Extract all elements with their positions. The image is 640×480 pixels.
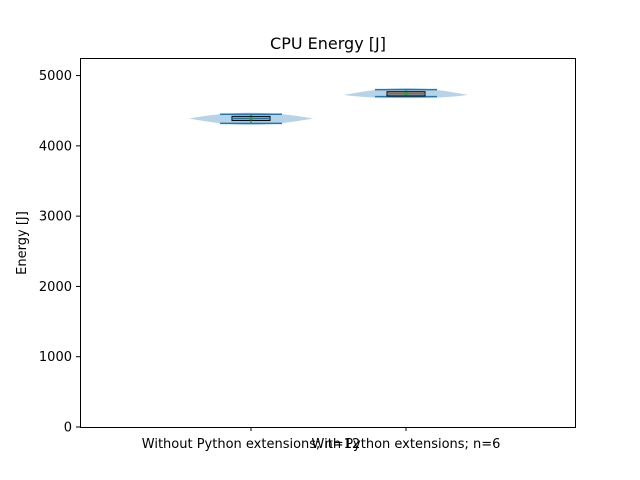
plot-area [189,88,468,125]
plot-frame [80,58,576,428]
chart-title: CPU Energy [J] [270,34,386,53]
mean-marker [249,116,253,121]
y-tick-label: 5000 [39,69,72,84]
y-tick-label: 1000 [39,350,72,365]
x-tick-label: With Python extensions; n=6 [312,437,501,452]
y-tick-label: 2000 [39,280,72,295]
y-axis-label: Energy [J] [15,211,30,275]
mean-marker [404,91,408,96]
axes: 0 1000 2000 3000 4000 5000 Without Python exte… [39,69,501,452]
y-tick-label: 0 [64,421,72,436]
y-tick-label: 3000 [39,210,72,225]
x-tick-label: Without Python extensions; n=12 [142,437,360,452]
y-tick-label: 4000 [39,139,72,154]
